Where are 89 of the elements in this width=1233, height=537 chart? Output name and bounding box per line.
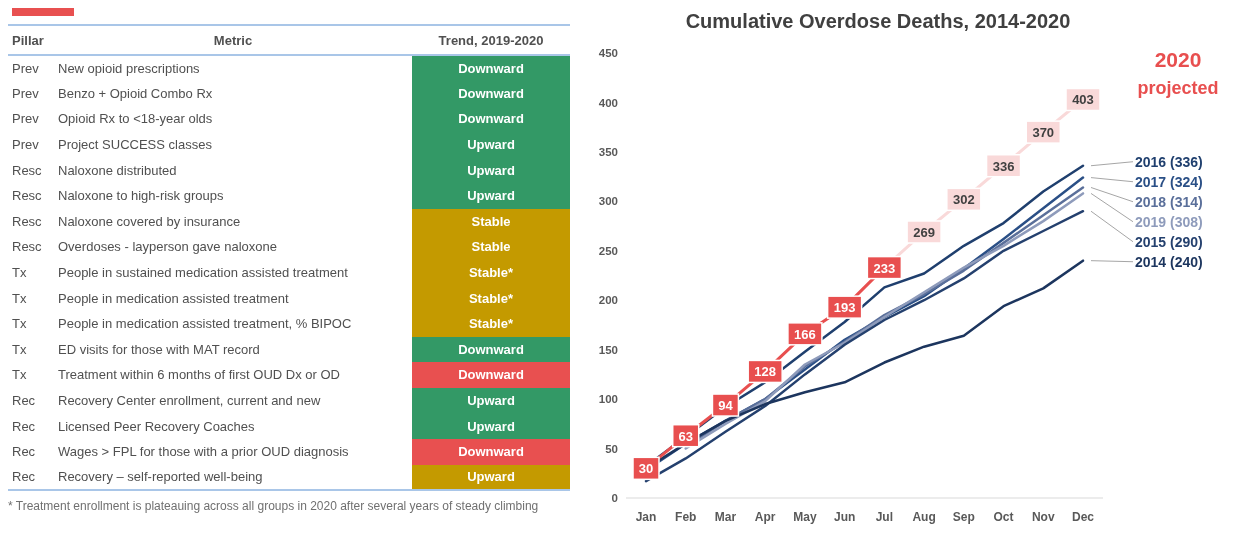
text: Licensed Peer Recovery Coaches — [58, 418, 255, 434]
text: Stable — [471, 239, 511, 255]
text: Upward — [467, 393, 515, 409]
text: Tx — [12, 341, 27, 357]
text: Resc — [12, 162, 42, 178]
data-label: 63 — [678, 428, 693, 444]
text: Prev — [12, 85, 39, 101]
text: Downward — [458, 60, 524, 76]
text: Rec — [12, 393, 36, 409]
text: * Treatment enrollment is plateauing across all groups in 2020 after several years of steady climbing — [8, 499, 540, 514]
text: Rec — [12, 418, 36, 434]
text: Prev — [12, 60, 39, 76]
text: Downward — [458, 111, 524, 127]
text: Downward — [458, 85, 524, 101]
y-tick-label: 300 — [598, 195, 618, 208]
x-tick-label: Nov — [1031, 509, 1055, 524]
text: Resc — [12, 239, 42, 255]
x-tick-label: Aug — [912, 509, 936, 524]
text: 2018 (314) — [1135, 193, 1203, 210]
y-tick-label: 450 — [598, 47, 618, 60]
data-label: 94 — [718, 398, 734, 414]
text: Upward — [467, 137, 515, 153]
x-tick-label: Dec — [1071, 509, 1095, 524]
y-tick-label: 400 — [598, 96, 618, 109]
text: Stable — [471, 213, 511, 229]
text: Stable* — [468, 316, 514, 332]
text: Downward — [458, 367, 524, 383]
text: Prev — [12, 111, 39, 127]
text: People in medication assisted treatment — [58, 290, 289, 306]
category-label: Metric — [212, 31, 254, 50]
text: 2015 (290) — [1135, 233, 1203, 250]
text: Tx — [12, 367, 27, 383]
text: Naloxone to high-risk groups — [58, 188, 224, 204]
y-tick-label: 0 — [611, 492, 618, 505]
text: 2014 (240) — [1135, 253, 1203, 270]
y-tick-label: 50 — [605, 442, 618, 455]
text: Upward — [467, 188, 515, 204]
text: Resc — [12, 188, 42, 204]
text: Prev — [12, 137, 39, 153]
text: Recovery Center enrollment, current and new — [58, 393, 321, 409]
category-label: Trend, 2019-2020 — [437, 31, 545, 50]
text: Tx — [12, 316, 27, 332]
x-tick-label: May — [793, 509, 817, 524]
text: People in medication assisted treatment, % BIPOC — [58, 316, 352, 332]
text: Tx — [12, 265, 27, 281]
x-tick-label: Jun — [833, 509, 856, 524]
text: 2016 (336) — [1135, 153, 1203, 170]
text: Project SUCCESS classes — [58, 137, 212, 153]
text: Benzo + Opioid Combo Rx — [58, 85, 213, 101]
x-tick-label: Oct — [993, 509, 1014, 524]
text: Stable* — [468, 265, 514, 281]
text: People in sustained medication assisted treatment — [58, 265, 348, 281]
x-tick-label: Jul — [875, 509, 894, 524]
text: 2020 — [1153, 48, 1203, 72]
chart-title: Cumulative Overdose Deaths, 2014-2020 — [684, 10, 1072, 33]
text: New opioid prescriptions — [58, 60, 200, 76]
y-tick-label: 150 — [598, 343, 618, 356]
text: Rec — [12, 444, 36, 460]
text: Resc — [12, 213, 42, 229]
text: Rec — [12, 469, 36, 485]
y-tick-label: 350 — [598, 145, 618, 158]
x-tick-label: Mar — [714, 509, 737, 524]
x-tick-label: Apr — [754, 509, 776, 524]
text: 2019 (308) — [1135, 213, 1203, 230]
text: Opioid Rx to <18-year olds — [58, 111, 213, 127]
x-tick-label: Feb — [675, 509, 697, 524]
text: Naloxone distributed — [58, 162, 177, 178]
text: 2017 (324) — [1135, 173, 1203, 190]
text: Naloxone covered by insurance — [58, 213, 241, 229]
x-tick-label: Sep — [952, 509, 975, 524]
text: Treatment within 6 months of first OUD Dx or OD — [58, 367, 340, 383]
y-tick-label: 100 — [598, 393, 618, 406]
text: Tx — [12, 290, 27, 306]
text: Upward — [467, 418, 515, 434]
text: Overdoses - layperson gave naloxone — [58, 239, 277, 255]
text: ED visits for those with MAT record — [58, 341, 260, 357]
text: Upward — [467, 162, 515, 178]
text: Downward — [458, 444, 524, 460]
text: Stable* — [468, 290, 514, 306]
category-label: Pillar — [11, 31, 45, 50]
text: Wages > FPL for those with a prior OUD diagnosis — [58, 444, 349, 460]
x-tick-label: Jan — [635, 509, 657, 524]
text: projected — [1136, 78, 1220, 99]
text: Recovery – self-reported well-being — [58, 469, 263, 485]
text: Upward — [467, 469, 515, 485]
y-tick-label: 250 — [598, 244, 618, 257]
data-label: 30 — [638, 461, 654, 477]
y-tick-label: 200 — [598, 294, 618, 307]
text: Downward — [458, 341, 524, 357]
